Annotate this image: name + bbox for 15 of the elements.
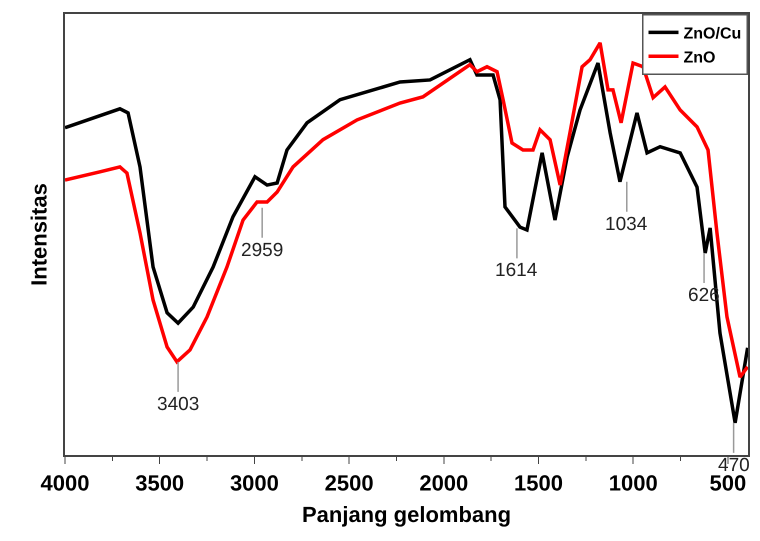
annotation: 2959 (241, 240, 284, 261)
legend-label: ZnO/Cu (684, 26, 742, 43)
x-tick-label: 1500 (514, 470, 563, 496)
annotation: 1034 (605, 214, 648, 235)
x-tick-label: 3000 (230, 470, 279, 496)
x-axis-title: Panjang gelombang (302, 502, 512, 527)
y-axis-title: Intensitas (26, 183, 52, 286)
x-tick-label: 1000 (608, 470, 658, 496)
legend-label: ZnO (684, 49, 716, 66)
x-tick-label: 4000 (40, 470, 90, 496)
x-tick-label: 2000 (419, 470, 468, 496)
annotation: 3403 (157, 394, 200, 415)
annotation: 1614 (495, 260, 538, 281)
x-tick-label: 2500 (324, 470, 374, 496)
x-tick-label: 3500 (135, 470, 184, 496)
